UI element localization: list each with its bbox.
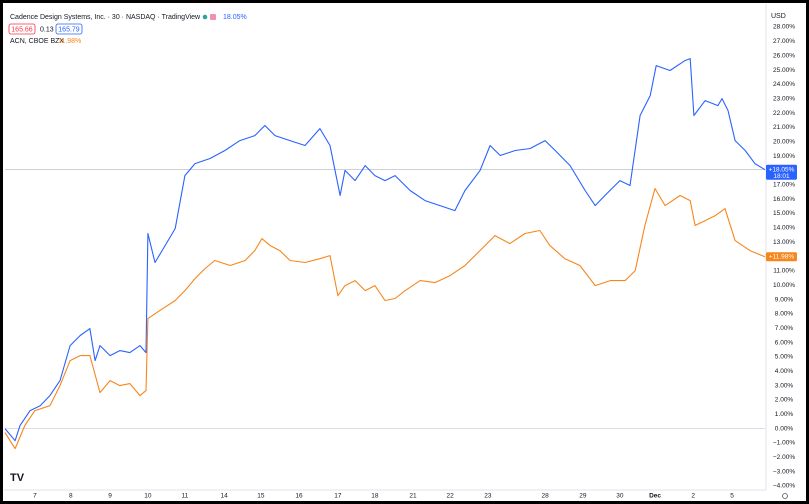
price-label: +11.98% (769, 254, 795, 261)
y-tick-label: 6.00% (775, 339, 794, 346)
price-badge (766, 252, 797, 262)
y-tick-label: 26.00% (773, 52, 795, 59)
x-tick-label: 5 (730, 493, 734, 500)
y-tick-label: 19.00% (773, 153, 795, 160)
x-tick-label: 21 (409, 493, 417, 500)
y-tick-label: 0.00% (775, 425, 794, 432)
y-tick-label: 5.00% (775, 354, 794, 361)
y-tick-label: 16.00% (773, 196, 795, 203)
x-tick-label: 9 (108, 493, 112, 500)
y-tick-label: 4.00% (775, 368, 794, 375)
y-tick-label: 3.00% (775, 382, 794, 389)
y-tick-label: 8.00% (775, 311, 794, 318)
y-tick-label: 9.00% (775, 296, 794, 303)
y-tick-label: 15.00% (773, 210, 795, 217)
close-value: 165.79 (58, 26, 80, 33)
x-tick-label: 29 (579, 493, 587, 500)
y-tick-label: 14.00% (773, 225, 795, 232)
y-tick-label: 28.00% (773, 24, 795, 31)
y-tick-label: 13.00% (773, 239, 795, 246)
y-tick-label: 1.00% (775, 411, 794, 418)
y-tick-label: −3.00% (773, 468, 795, 475)
y-tick-label: 2.00% (775, 397, 794, 404)
logo: TV (10, 472, 25, 484)
open-value: 165.66 (11, 26, 33, 33)
y-tick-label: 21.00% (773, 124, 795, 131)
y-tick-label: 17.00% (773, 182, 795, 189)
series-line (4, 187, 766, 450)
x-tick-label: 28 (541, 493, 549, 500)
y-tick-label: 10.00% (773, 282, 795, 289)
settings-icon (782, 493, 788, 499)
y-tick-label: −2.00% (773, 454, 795, 461)
x-tick-label: 18 (371, 493, 379, 500)
legend-series: ACN, CBOE BZX (10, 38, 64, 45)
status-dot (202, 14, 208, 20)
x-tick-label: 10 (144, 493, 152, 500)
y-tick-label: −4.00% (773, 483, 795, 490)
x-tick-label: Dec (649, 493, 661, 500)
x-tick-label: 30 (616, 493, 624, 500)
x-tick-label: 22 (446, 493, 454, 500)
x-tick-label: 2 (691, 493, 695, 500)
y-tick-label: 20.00% (773, 138, 795, 145)
series-line (4, 58, 766, 442)
x-tick-label: 16 (295, 493, 303, 500)
y-tick-label: 25.00% (773, 67, 795, 74)
y-tick-label: 22.00% (773, 110, 795, 117)
countdown-label: 18:01 (773, 173, 790, 180)
legend-value: 11.98% (58, 38, 81, 45)
price-label: +18.05% (769, 166, 795, 173)
y-tick-label: 7.00% (775, 325, 794, 332)
x-tick-label: 14 (221, 493, 229, 500)
y-tick-label: 11.00% (773, 268, 795, 275)
legend-title: Cadence Design Systems, Inc. · 30 · NASD… (10, 14, 201, 21)
y-tick-label: 27.00% (773, 38, 795, 45)
close-box (55, 23, 83, 35)
x-tick-label: 7 (33, 493, 37, 500)
y-tick-label: 24.00% (773, 81, 795, 88)
x-tick-label: 11 (182, 493, 189, 500)
x-tick-label: 8 (69, 493, 73, 500)
price-badge (766, 164, 797, 180)
x-tick-label: 17 (334, 493, 342, 500)
open-box (8, 23, 36, 35)
y-tick-label: 23.00% (773, 95, 795, 102)
change-value: 0.13 (40, 26, 54, 33)
status-icon (210, 14, 216, 20)
legend-value: 18.05% (223, 14, 247, 21)
x-tick-label: 15 (257, 493, 265, 500)
y-tick-label: −1.00% (773, 440, 795, 447)
x-tick-label: 23 (484, 493, 492, 500)
currency-label: USD (771, 13, 786, 20)
